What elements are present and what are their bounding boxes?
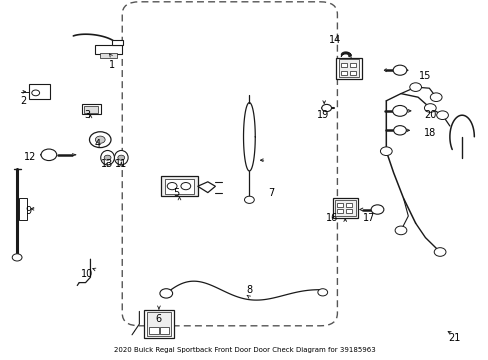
Text: 6: 6 xyxy=(156,314,162,324)
Circle shape xyxy=(392,65,406,75)
Text: 2020 Buick Regal Sportback Front Door Door Check Diagram for 39185963: 2020 Buick Regal Sportback Front Door Do… xyxy=(113,347,375,353)
Text: 8: 8 xyxy=(246,285,252,295)
Circle shape xyxy=(89,132,111,148)
Text: 13: 13 xyxy=(100,159,113,169)
Ellipse shape xyxy=(114,150,128,165)
Circle shape xyxy=(181,183,190,190)
Text: 1: 1 xyxy=(109,60,115,70)
Text: 19: 19 xyxy=(316,110,328,120)
Bar xyxy=(349,63,355,67)
Ellipse shape xyxy=(101,150,114,165)
Text: 21: 21 xyxy=(447,333,460,343)
Bar xyxy=(337,203,343,207)
Circle shape xyxy=(160,289,172,298)
Circle shape xyxy=(370,205,383,214)
Bar xyxy=(95,45,122,54)
Bar xyxy=(332,198,357,218)
Bar xyxy=(19,198,27,220)
Text: 2: 2 xyxy=(20,96,26,106)
Circle shape xyxy=(409,83,421,91)
Circle shape xyxy=(392,105,407,116)
Bar xyxy=(336,58,361,79)
Circle shape xyxy=(436,111,447,120)
Circle shape xyxy=(380,147,391,156)
Bar xyxy=(349,71,355,75)
Bar xyxy=(147,312,170,336)
Text: 14: 14 xyxy=(328,35,341,45)
Circle shape xyxy=(393,126,406,135)
Bar xyxy=(338,59,359,77)
Circle shape xyxy=(424,104,435,112)
Text: 11: 11 xyxy=(115,159,127,169)
Circle shape xyxy=(41,149,57,161)
Bar xyxy=(84,106,98,113)
Circle shape xyxy=(244,196,254,203)
Text: 15: 15 xyxy=(418,71,431,81)
Circle shape xyxy=(32,90,40,96)
Circle shape xyxy=(12,254,22,261)
Bar xyxy=(334,200,355,216)
Bar xyxy=(82,104,101,114)
Bar xyxy=(160,327,169,334)
Circle shape xyxy=(317,289,327,296)
Text: 16: 16 xyxy=(325,213,338,223)
Bar xyxy=(346,209,351,213)
Bar xyxy=(112,40,123,45)
Circle shape xyxy=(394,226,406,235)
Circle shape xyxy=(167,183,177,190)
Text: 10: 10 xyxy=(81,269,93,279)
Circle shape xyxy=(104,155,111,160)
Bar xyxy=(29,84,50,99)
Bar xyxy=(100,53,117,58)
Bar xyxy=(165,179,193,194)
Bar xyxy=(341,71,346,75)
Text: 12: 12 xyxy=(24,152,37,162)
Circle shape xyxy=(95,136,105,143)
Text: 5: 5 xyxy=(173,188,179,198)
Bar xyxy=(346,203,351,207)
Text: 4: 4 xyxy=(95,139,101,149)
Text: 18: 18 xyxy=(423,128,436,138)
Text: 7: 7 xyxy=(268,188,274,198)
Bar xyxy=(149,327,159,334)
Circle shape xyxy=(118,155,124,160)
Bar xyxy=(337,209,343,213)
Bar xyxy=(144,310,173,338)
Circle shape xyxy=(321,104,331,112)
Bar xyxy=(161,176,198,196)
Text: 3: 3 xyxy=(84,110,90,120)
Text: 9: 9 xyxy=(25,206,31,216)
Text: 20: 20 xyxy=(423,110,436,120)
Text: 17: 17 xyxy=(362,213,375,223)
Circle shape xyxy=(433,248,445,256)
Bar xyxy=(341,63,346,67)
Circle shape xyxy=(429,93,441,102)
